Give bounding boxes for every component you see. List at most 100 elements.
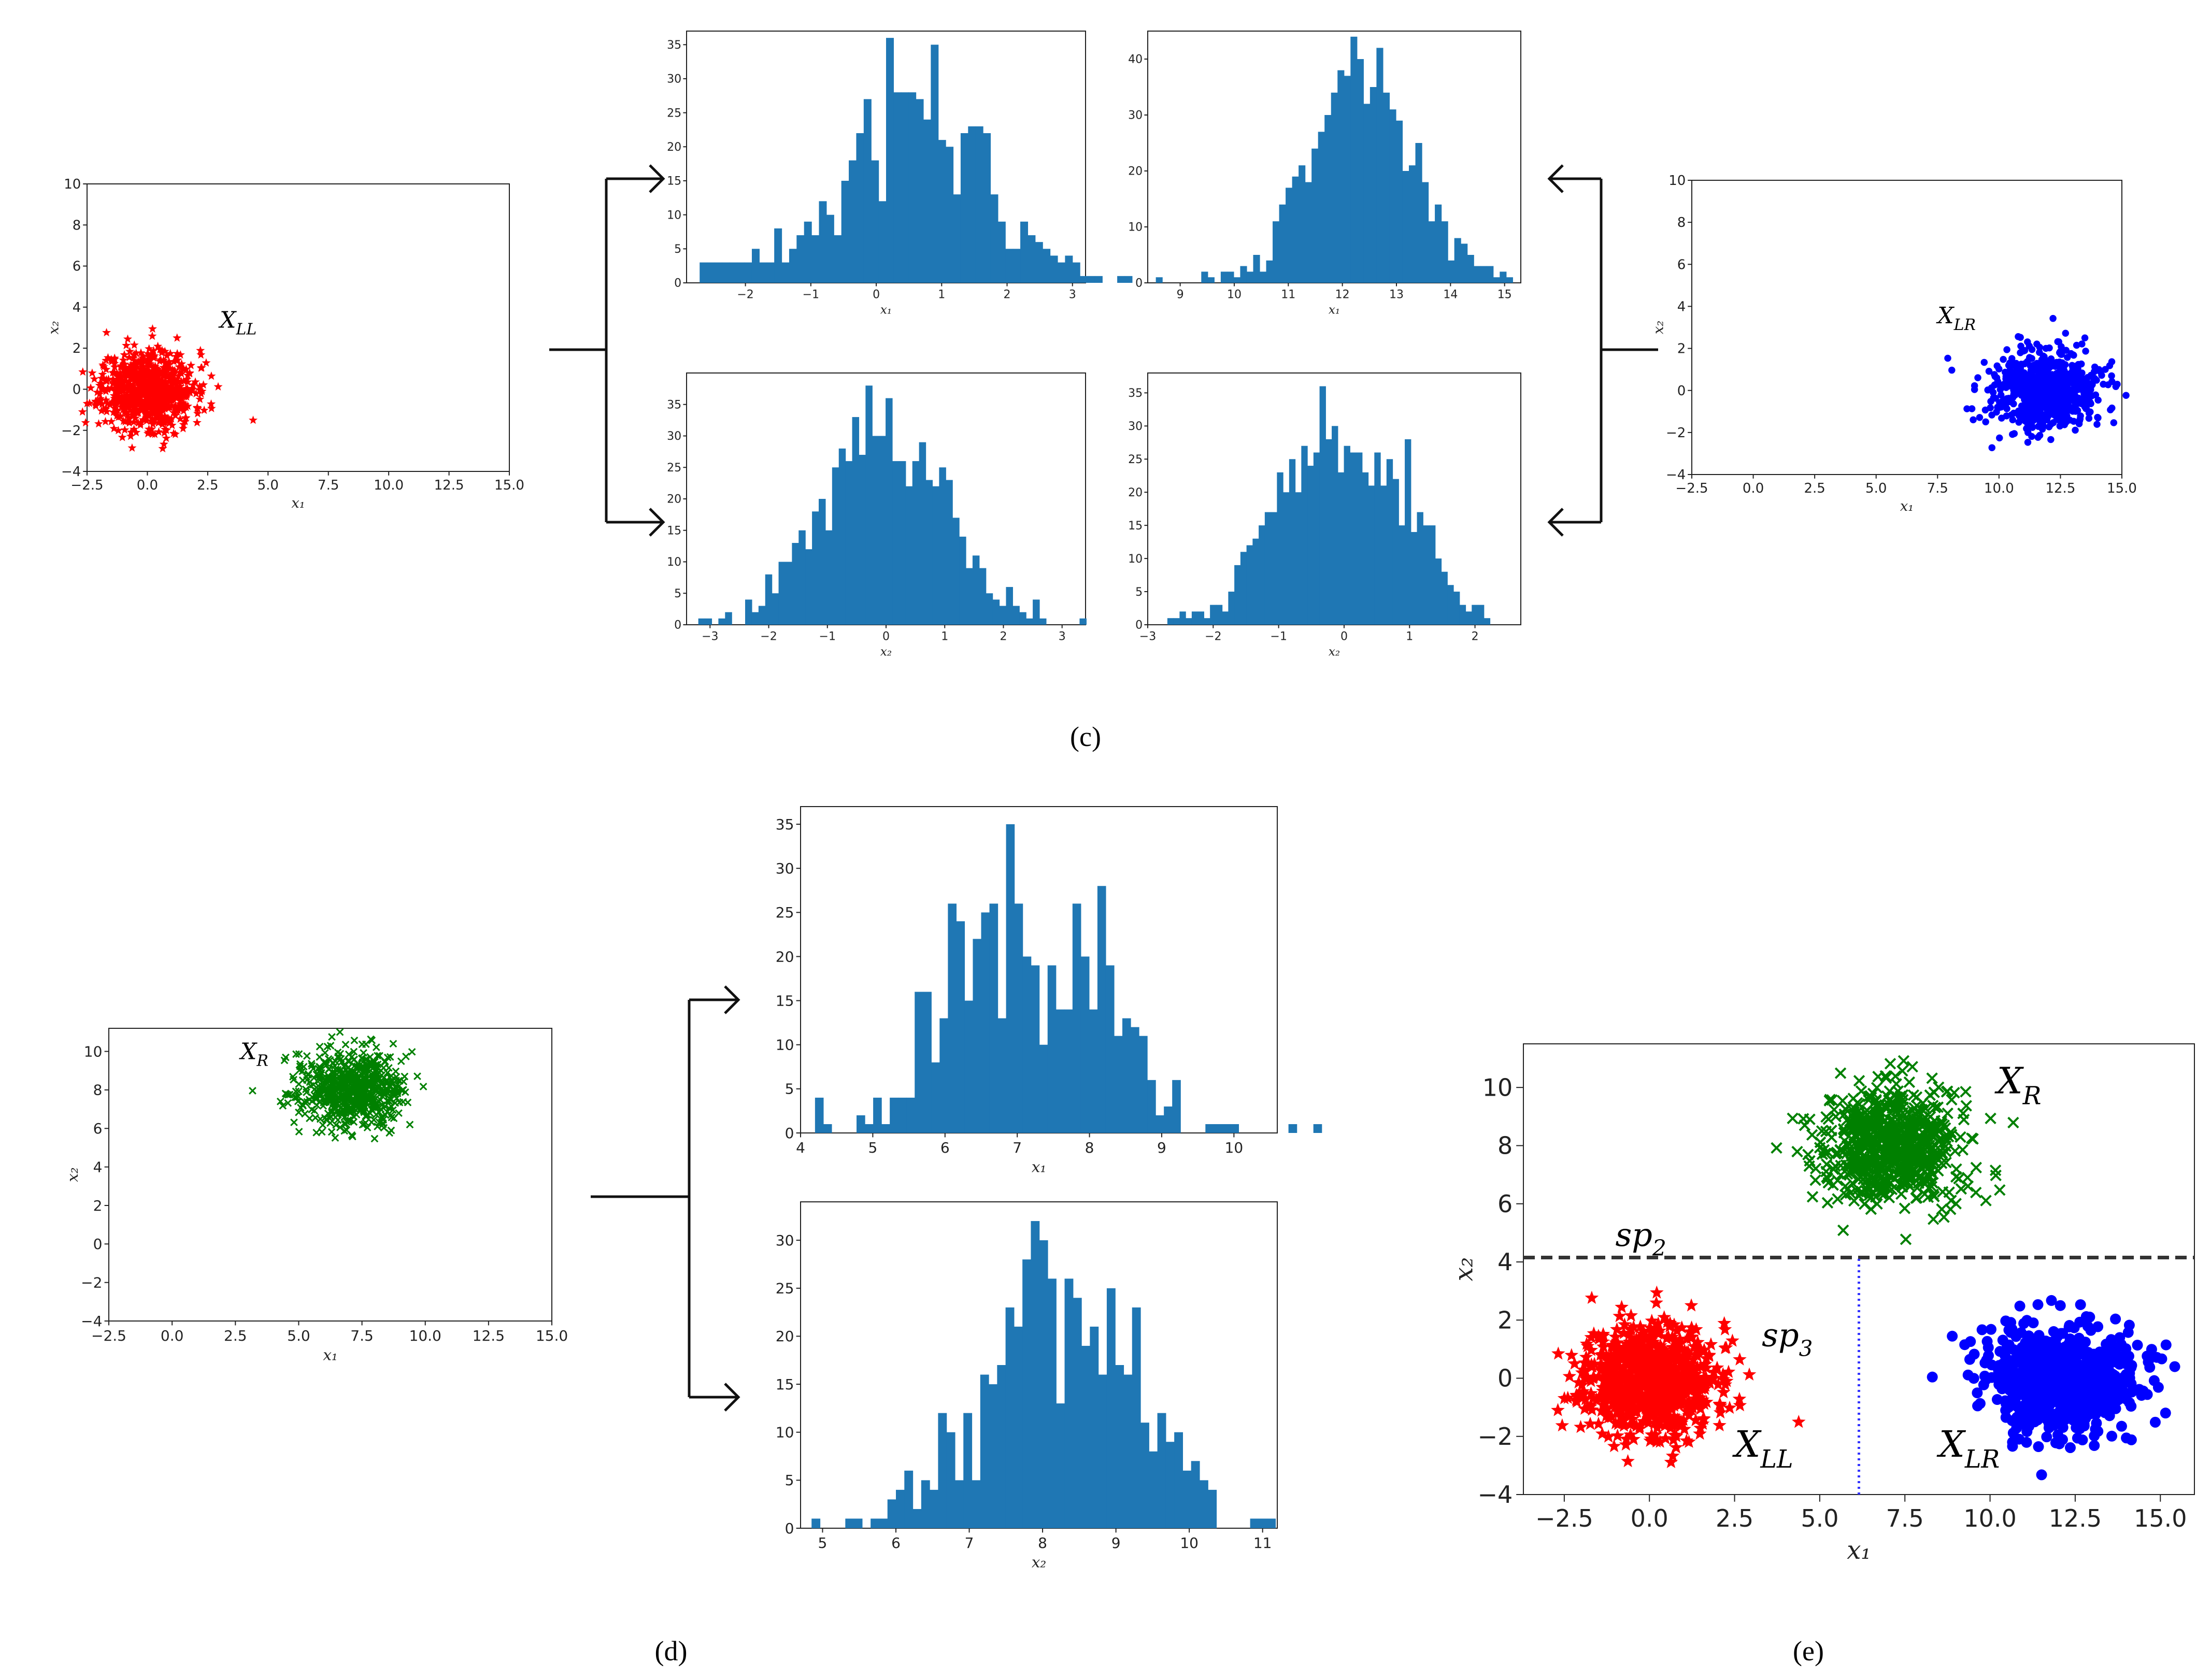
c_scatter_LL-ytick-label: 8 [73,218,81,233]
point-star [171,401,180,410]
hist-bar [1006,587,1013,625]
hist-bar [798,530,806,625]
point-star [115,398,124,407]
point-x [1917,1097,1929,1109]
point-star [1693,1426,1707,1440]
point-star [177,359,187,368]
point-star [126,360,136,369]
hist-bar [1461,243,1468,283]
point-star [124,377,134,385]
c_hist_LR_x2-xtick-label: −2 [1205,630,1221,643]
point-star [1615,1411,1630,1425]
c_hist_LR_x2-ytick-label: 30 [1128,420,1143,433]
point-star [157,369,166,378]
hist-bar [1072,903,1081,1133]
point-x [397,1057,405,1065]
hist-bar [1156,277,1163,283]
point-x [334,1116,342,1124]
point-star [169,366,179,375]
point-circle [2029,424,2036,431]
hist-bar [826,214,834,283]
point-star [143,381,152,390]
point-star [1666,1432,1680,1446]
hist-bar [1410,532,1418,625]
d_hist_R_x2-xtick-label: 8 [1038,1534,1047,1552]
point-star [1657,1342,1671,1356]
hist-bar [919,442,926,625]
point-circle [2106,1430,2118,1442]
point-star [207,371,216,380]
point-star [107,384,116,393]
e_scatter_all-ytick-label: 6 [1497,1190,1513,1218]
hist-bar [963,1413,973,1528]
point-circle [2021,417,2029,425]
e_scatter_all-ytick-label: 10 [1482,1073,1513,1101]
d_hist_R_x1-xlabel: x₁ [1032,1158,1046,1176]
point-circle [2046,344,2053,352]
hist-bar [1331,92,1338,283]
point-circle [2001,1356,2012,1368]
point-star [1706,1371,1721,1384]
point-star [1792,1415,1806,1428]
point-star [1667,1383,1681,1396]
c_hist_LL_x2-xtick-label: 3 [1059,630,1066,643]
hist-bar [1165,1442,1175,1528]
point-star [1713,1418,1727,1431]
point-x [316,1042,324,1051]
arrow-head-right [724,1383,740,1412]
point-circle [2036,381,2044,388]
e_scatter_all-xtick-label: 12.5 [2049,1504,2102,1532]
point-x [350,1096,358,1104]
c_hist_LL_x2-ytick-label: 15 [667,524,681,537]
point-circle [2025,391,2032,398]
hist-bar [1417,512,1423,625]
point-x [309,1065,317,1073]
point-star [145,354,154,363]
d_hist_R_x1-ytick-label: 25 [776,904,794,921]
point-star [162,351,172,360]
hist-bar [1448,260,1455,283]
point-x [1816,1125,1828,1137]
point-star [161,424,170,434]
hist-bar [938,140,946,283]
point-circle [1982,418,1989,426]
point-star [1676,1394,1691,1408]
hist-bar [823,1124,832,1133]
point-star [1584,1386,1598,1400]
point-x [377,1089,384,1098]
c_hist_LR_x1-xtick-label: 13 [1389,289,1404,301]
point-circle [2007,1427,2019,1439]
point-star [158,420,167,428]
point-star [81,418,90,427]
point-star [108,379,118,388]
hist-bar [1447,585,1454,625]
point-star [148,382,157,391]
point-star [119,405,128,413]
point-star [174,378,183,386]
point-circle [2081,334,2089,342]
point-star [175,362,184,371]
hist-bar [1199,1480,1208,1528]
point-x [295,1080,303,1088]
point-star [142,416,151,425]
point-star [1677,1377,1691,1391]
point-circle [2076,370,2084,378]
point-circle [2078,1390,2090,1401]
point-circle [2071,387,2079,395]
point-x [1907,1089,1920,1101]
point-circle [2102,366,2109,373]
point-circle [2080,390,2088,397]
c_scatter_LR-ytick-label: −2 [1666,425,1686,441]
point-x [1990,1169,2002,1182]
point-x [319,1102,327,1110]
point-circle [2058,1400,2069,1411]
point-circle [2069,1338,2079,1349]
point-star [166,349,175,357]
point-star [107,417,116,425]
hist-bar [865,1124,874,1133]
c_hist_LL_x1-xtick-label: 1 [938,289,945,301]
hist-bar [1089,1009,1098,1133]
point-circle [2016,1327,2027,1338]
point-circle [2018,392,2025,399]
c_hist_LR_x1-xtick-label: 9 [1177,289,1184,301]
